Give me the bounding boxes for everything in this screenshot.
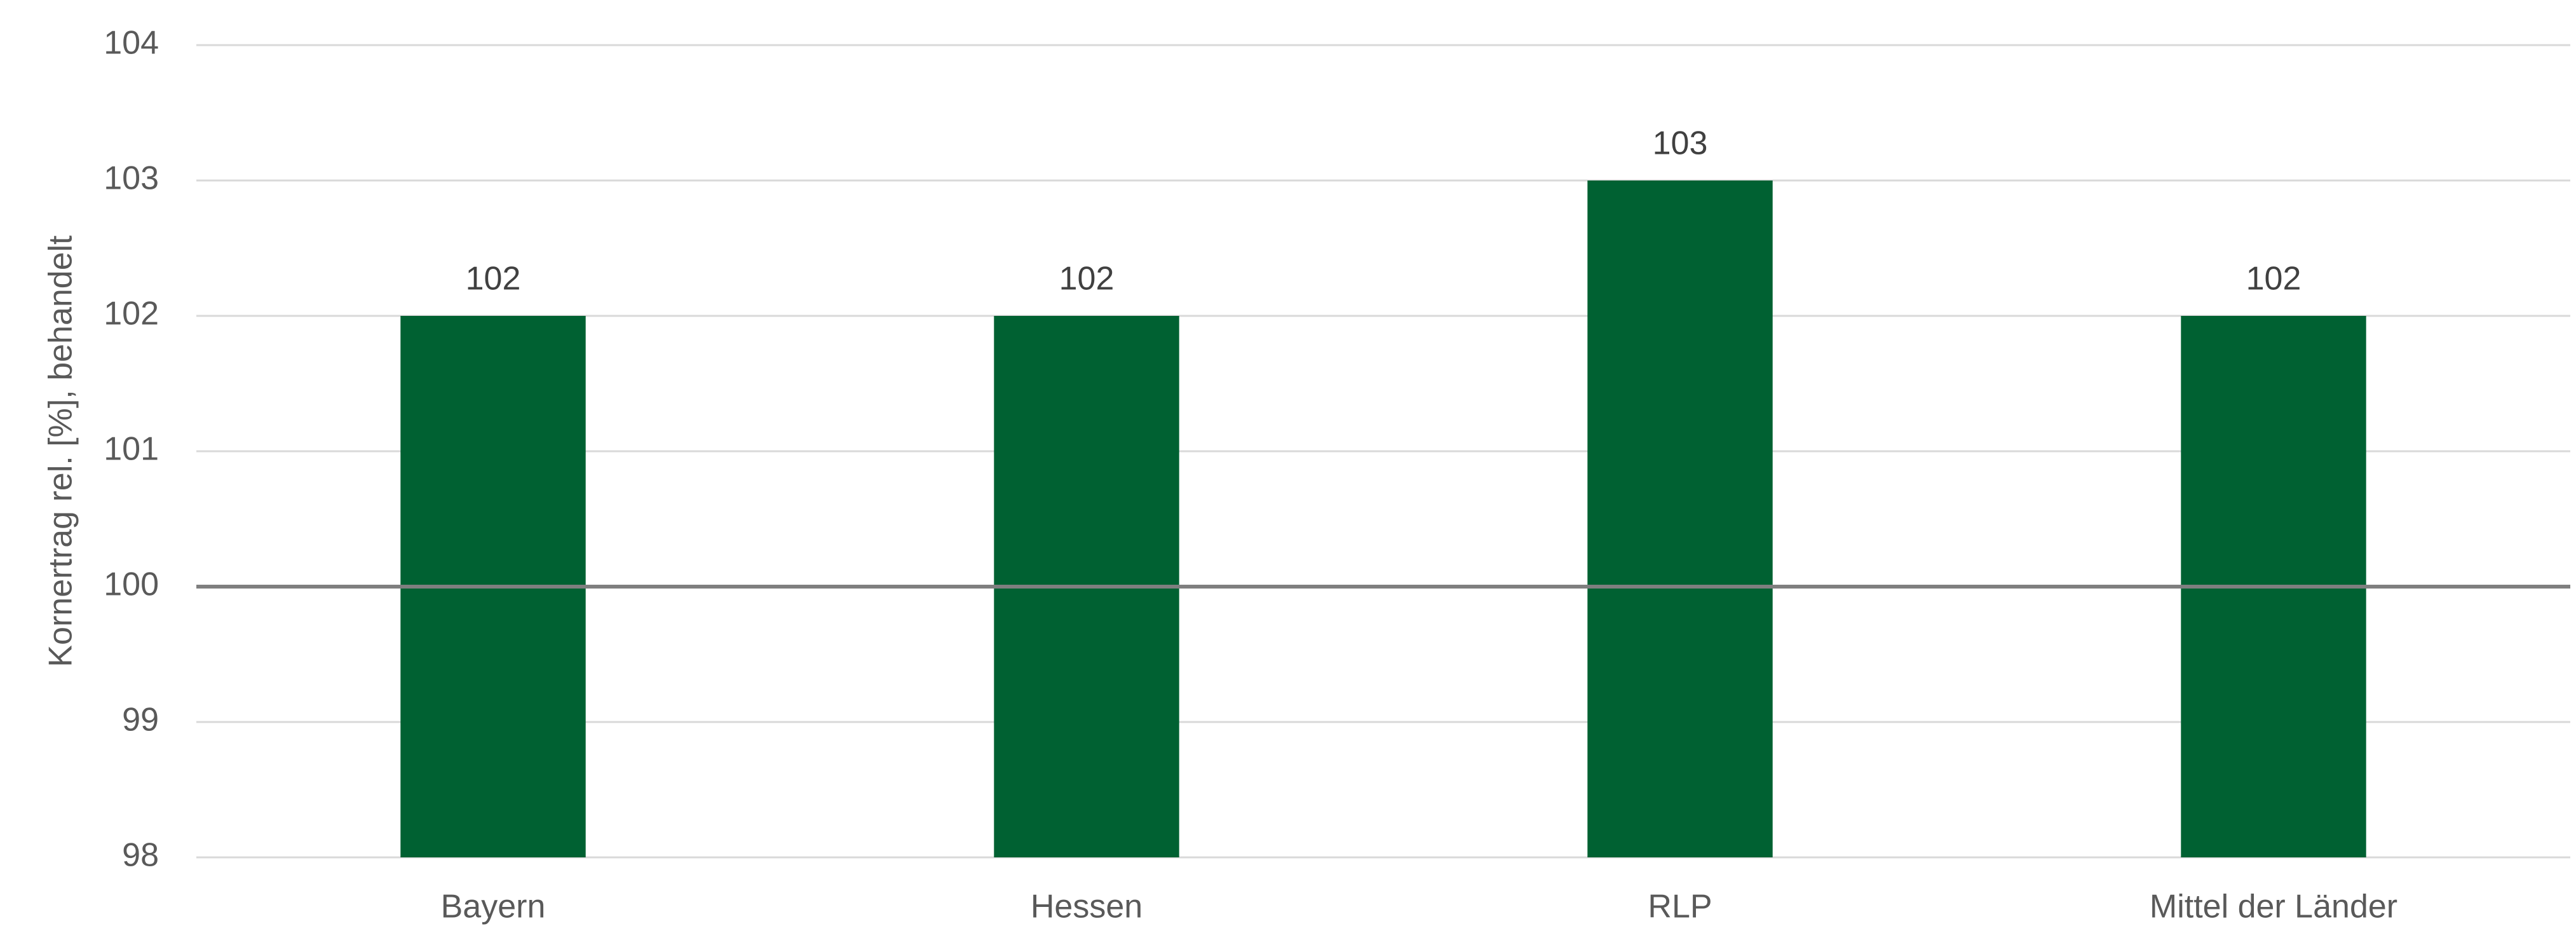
y-tick-label: 104: [104, 25, 159, 62]
data-label: 102: [466, 261, 521, 297]
y-tick-label: 103: [104, 160, 159, 197]
y-tick-label: 98: [122, 837, 159, 874]
y-axis-label: Kornertrag rel. [%], behandelt: [43, 235, 79, 667]
x-tick-label: Bayern: [441, 889, 546, 925]
data-label: 102: [1059, 261, 1115, 297]
x-tick-label: RLP: [1648, 889, 1712, 925]
y-tick-label: 101: [104, 431, 159, 468]
x-tick-label: Hessen: [1031, 889, 1142, 925]
data-label: 102: [2246, 261, 2301, 297]
x-tick-label: Mittel der Länder: [2150, 889, 2397, 925]
y-tick-label: 100: [104, 566, 159, 603]
data-label: 103: [1653, 125, 1708, 162]
y-tick-label: 102: [104, 296, 159, 332]
y-tick-label: 99: [122, 702, 159, 739]
bar: [1587, 180, 1773, 857]
